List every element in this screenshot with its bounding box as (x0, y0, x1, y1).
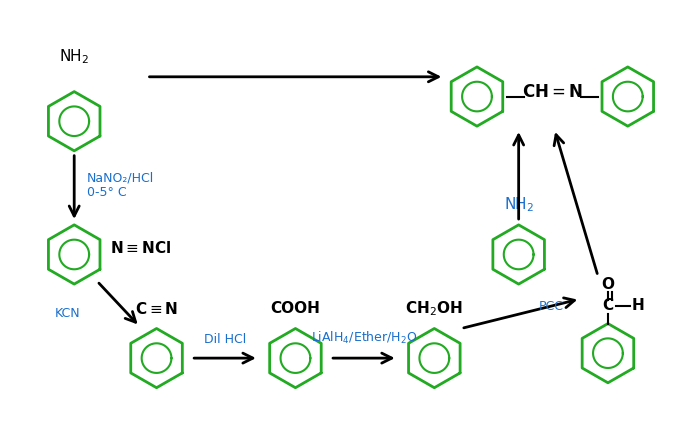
Text: PCC: PCC (538, 300, 564, 313)
Text: KCN: KCN (55, 307, 80, 320)
Text: NH$_2$: NH$_2$ (503, 196, 534, 214)
Text: C: C (603, 298, 613, 313)
Text: CH$=$N: CH$=$N (522, 83, 583, 101)
Text: H: H (631, 298, 644, 313)
Text: COOH: COOH (270, 301, 321, 316)
Text: LiAlH$_4$/Ether/H$_2$O: LiAlH$_4$/Ether/H$_2$O (311, 330, 417, 346)
Text: NaNO₂/HCl
0-5° C: NaNO₂/HCl 0-5° C (87, 171, 155, 199)
Text: O: O (601, 277, 615, 292)
Text: NH$_2$: NH$_2$ (59, 48, 90, 66)
Text: N$\equiv$NCl: N$\equiv$NCl (110, 239, 172, 256)
Text: C$\equiv$N: C$\equiv$N (135, 301, 178, 317)
Text: Dil HCl: Dil HCl (204, 333, 246, 346)
Text: CH$_2$OH: CH$_2$OH (405, 299, 463, 318)
